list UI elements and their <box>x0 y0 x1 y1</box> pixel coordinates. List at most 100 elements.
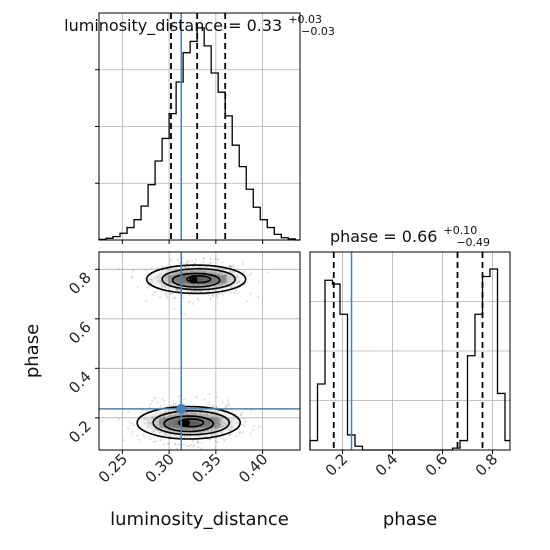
sample-point <box>144 277 147 280</box>
sample-point <box>250 409 252 412</box>
sample-point <box>151 399 154 402</box>
sample-point <box>118 418 121 420</box>
sample-point <box>160 405 163 407</box>
sample-point <box>232 410 234 413</box>
sample-point <box>201 442 203 444</box>
sample-point <box>233 292 235 294</box>
sample-point <box>239 431 241 434</box>
sample-point <box>178 443 180 446</box>
sample-point <box>215 437 218 439</box>
sample-point <box>156 401 159 403</box>
sample-point <box>240 413 243 416</box>
sample-point <box>177 396 180 398</box>
title-phase-main: phase = 0.66 <box>330 227 437 246</box>
sample-point <box>172 293 174 295</box>
sample-point <box>182 256 184 259</box>
sample-point <box>172 400 175 402</box>
sample-point <box>157 267 159 270</box>
sample-point <box>223 440 226 442</box>
panel-2d-phase-vs-luminosity-distance: 0.25 0.30 0.35 0.400.20.40.60.8 luminosity_… <box>22 251 301 530</box>
sample-point <box>202 261 205 264</box>
sample-point <box>187 301 190 303</box>
sample-point <box>229 433 232 436</box>
sample-point <box>174 443 177 446</box>
sample-point <box>169 259 172 262</box>
sample-point <box>169 404 172 407</box>
sample-point <box>214 439 216 442</box>
sample-point <box>183 313 186 315</box>
sample-point <box>229 265 231 268</box>
sample-point <box>226 404 229 406</box>
sample-point <box>230 265 232 268</box>
sample-point <box>147 285 150 288</box>
sample-point <box>178 262 181 265</box>
sample-point <box>161 265 164 268</box>
sample-point <box>100 420 103 423</box>
sample-point <box>197 441 200 443</box>
title-phase: phase = 0.66 +0.10 −0.49 <box>330 219 490 249</box>
sample-point <box>227 401 230 404</box>
sample-point <box>130 276 133 279</box>
sample-point <box>182 296 185 299</box>
sample-point <box>212 405 215 408</box>
sample-point <box>241 260 244 263</box>
sample-point <box>229 291 232 294</box>
sample-point <box>243 271 245 273</box>
sample-point <box>164 292 167 294</box>
quantile-lines-luminosity-distance <box>170 13 227 240</box>
grid-2d <box>99 252 300 450</box>
sample-point <box>146 286 149 289</box>
sample-point <box>209 438 211 441</box>
sample-point <box>244 418 246 420</box>
sample-point <box>193 444 196 446</box>
sample-point <box>172 403 175 405</box>
sample-point <box>149 438 152 441</box>
sample-point <box>230 265 232 268</box>
sample-point <box>218 294 221 296</box>
sample-point <box>131 431 134 433</box>
sample-point <box>248 274 251 277</box>
sample-point <box>208 294 210 297</box>
sample-point <box>136 286 139 288</box>
sample-point <box>232 264 234 267</box>
sample-point <box>228 265 230 267</box>
sample-point <box>167 442 170 445</box>
sample-point <box>131 276 134 279</box>
sample-point <box>253 425 255 427</box>
title-luminosity-distance: luminosity_distance = 0.33 +0.03 −0.03 <box>64 8 335 38</box>
sample-point <box>227 403 230 406</box>
x-axis-label-phase: phase <box>383 509 437 530</box>
sample-point <box>132 424 135 427</box>
mode-peak-1 <box>181 418 190 427</box>
sample-point <box>154 397 156 399</box>
sample-point <box>250 272 253 275</box>
sample-point <box>192 445 194 448</box>
sample-point <box>209 257 212 260</box>
sample-point <box>208 400 211 403</box>
sample-point <box>161 290 163 293</box>
ticks-hist-luminosity-distance <box>95 69 264 244</box>
sample-point <box>214 258 217 261</box>
sample-point <box>203 257 206 259</box>
sample-point <box>249 292 252 295</box>
sample-point <box>235 435 238 438</box>
sample-point <box>174 442 176 445</box>
contour-1-1 <box>152 410 231 436</box>
contour-0-2 <box>171 272 221 288</box>
sample-point <box>241 423 244 426</box>
sample-point <box>258 280 261 283</box>
sample-point <box>226 399 229 401</box>
sample-point <box>208 393 211 395</box>
sample-point <box>214 446 217 449</box>
sample-point <box>159 296 161 299</box>
contour-0-3 <box>186 275 212 284</box>
title-luminosity-distance-lower: −0.03 <box>301 25 335 38</box>
sample-point <box>238 432 241 434</box>
sample-point <box>202 258 205 260</box>
sample-point <box>240 412 243 414</box>
sample-point <box>212 295 215 298</box>
sample-point <box>155 268 158 270</box>
sample-point <box>221 261 224 264</box>
sample-point <box>169 292 172 295</box>
sample-point <box>217 259 220 262</box>
